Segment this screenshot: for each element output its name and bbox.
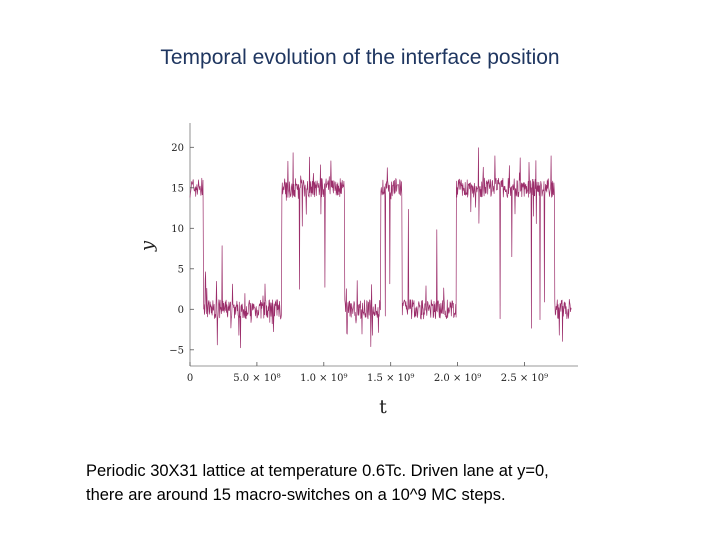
x-tick-label: 1.0 × 10⁹ (300, 373, 347, 384)
x-tick-label: 2.0 × 10⁹ (434, 373, 481, 384)
slide-title: Temporal evolution of the interface posi… (160, 46, 560, 69)
y-tick-label: 0 (178, 305, 184, 316)
y-axis-label: y (137, 240, 158, 252)
y-tick-label: 15 (171, 183, 184, 194)
y-tick-label: 5 (178, 264, 184, 275)
x-tick-label: 1.5 × 10⁹ (367, 373, 414, 384)
x-tick-label: 5.0 × 10⁸ (233, 373, 280, 384)
y-tick-label: −5 (169, 345, 184, 356)
series-line (189, 147, 572, 349)
x-axis-label: t (379, 396, 387, 418)
slide-caption: Periodic 30X31 lattice at temperature 0.… (86, 459, 686, 507)
caption-line-1: Periodic 30X31 lattice at temperature 0.… (86, 462, 549, 480)
x-tick-label: 2.5 × 10⁹ (501, 373, 548, 384)
caption-line-2: there are around 15 macro-switches on a … (86, 486, 506, 504)
y-tick-label: 20 (171, 143, 184, 154)
x-tick-label: 0 (187, 373, 193, 384)
y-tick-label: 10 (171, 224, 184, 235)
